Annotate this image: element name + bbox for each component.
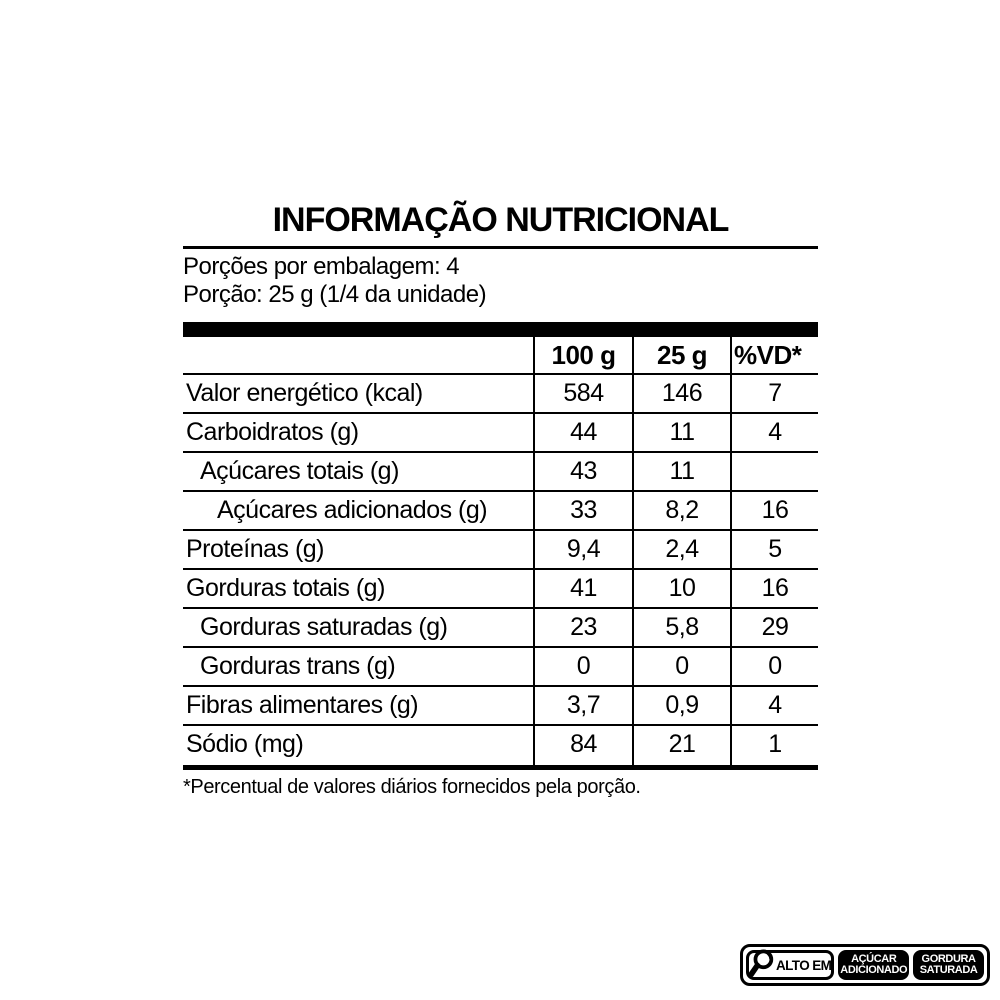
header-blank-cell: [183, 337, 533, 373]
high-in-warning-badge: ALTO EM AÇÚCAR ADICIONADO GORDURA SATURA…: [740, 944, 990, 986]
row-value-per25: 146: [632, 375, 730, 412]
row-value-per100: 43: [533, 453, 632, 490]
row-value-per25: 0,9: [632, 687, 730, 724]
table-row: Açúcares totais (g) 43 11: [183, 453, 818, 492]
serving-info: Porções por embalagem: 4 Porção: 25 g (1…: [183, 253, 818, 309]
row-value-per100: 584: [533, 375, 632, 412]
header-col-25g: 25 g: [632, 337, 730, 373]
table-row: Açúcares adicionados (g) 33 8,2 16: [183, 492, 818, 531]
table-header-row: 100 g 25 g %VD*: [183, 337, 818, 375]
table-row: Gorduras totais (g) 41 10 16: [183, 570, 818, 609]
title-divider: [183, 246, 818, 249]
alto-em-pill: ALTO EM: [746, 949, 835, 980]
row-value-vd: [730, 453, 818, 490]
row-label: Fibras alimentares (g): [186, 691, 419, 719]
row-value-vd: 5: [730, 531, 818, 568]
table-bottom-bar: [183, 765, 818, 770]
alto-em-label: ALTO EM: [776, 957, 832, 973]
table-row: Gorduras trans (g) 0 0 0: [183, 648, 818, 687]
warning-line: ADICIONADO: [840, 964, 908, 976]
row-value-per100: 23: [533, 609, 632, 646]
row-value-per100: 3,7: [533, 687, 632, 724]
row-value-vd: 0: [730, 648, 818, 685]
row-label: Açúcares totais (g): [200, 457, 399, 485]
row-value-per100: 0: [533, 648, 632, 685]
row-label: Valor energético (kcal): [186, 379, 423, 407]
row-value-per25: 0: [632, 648, 730, 685]
row-value-per25: 11: [632, 414, 730, 451]
footnote: *Percentual de valores diários fornecido…: [183, 776, 641, 798]
table-row: Proteínas (g) 9,4 2,4 5: [183, 531, 818, 570]
row-value-per100: 44: [533, 414, 632, 451]
row-label: Carboidratos (g): [186, 418, 359, 446]
row-label: Açúcares adicionados (g): [217, 496, 488, 524]
row-value-per100: 41: [533, 570, 632, 607]
row-label: Sódio (mg): [186, 730, 304, 758]
nutrition-rows: Valor energético (kcal) 584 146 7 Carboidrat…: [183, 375, 818, 765]
row-value-per100: 33: [533, 492, 632, 529]
row-value-per100: 84: [533, 726, 632, 765]
row-value-vd: 7: [730, 375, 818, 412]
nutrition-table: 100 g 25 g %VD* Valor energético (kcal) 5…: [183, 337, 818, 765]
page-title: INFORMAÇÃO NUTRICIONAL: [272, 201, 730, 239]
row-value-vd: 4: [730, 414, 818, 451]
nutrition-label: INFORMAÇÃO NUTRICIONAL Porções por embal…: [183, 200, 818, 799]
row-value-per25: 2,4: [632, 531, 730, 568]
row-value-per25: 5,8: [632, 609, 730, 646]
row-label: Gorduras saturadas (g): [200, 613, 448, 641]
table-row: Gorduras saturadas (g) 23 5,8 29: [183, 609, 818, 648]
row-label: Gorduras totais (g): [186, 574, 385, 602]
warning-gordura-saturada: GORDURA SATURADA: [913, 950, 984, 980]
row-value-per25: 11: [632, 453, 730, 490]
row-label: Gorduras trans (g): [200, 652, 396, 680]
row-value-per25: 8,2: [632, 492, 730, 529]
row-value-per25: 10: [632, 570, 730, 607]
servings-per-package: Porções por embalagem: 4: [183, 253, 460, 280]
row-value-vd: 16: [730, 570, 818, 607]
table-row: Carboidratos (g) 44 11 4: [183, 414, 818, 453]
warning-line: GORDURA: [921, 952, 976, 965]
warning-line: AÇÚCAR: [851, 952, 897, 965]
warning-line: SATURADA: [919, 964, 978, 976]
header-col-100g: 100 g: [533, 337, 632, 373]
table-top-bar: [183, 322, 818, 337]
table-row: Sódio (mg) 84 21 1: [183, 726, 818, 765]
header-col-vd: %VD*: [730, 337, 818, 373]
serving-size: Porção: 25 g (1/4 da unidade): [183, 281, 487, 308]
table-row: Valor energético (kcal) 584 146 7: [183, 375, 818, 414]
row-value-per100: 9,4: [533, 531, 632, 568]
row-value-vd: 29: [730, 609, 818, 646]
magnifier-icon: [748, 949, 774, 977]
warning-acucar-adicionado: AÇÚCAR ADICIONADO: [838, 950, 910, 980]
row-value-vd: 4: [730, 687, 818, 724]
row-value-per25: 21: [632, 726, 730, 765]
row-value-vd: 16: [730, 492, 818, 529]
row-value-vd: 1: [730, 726, 818, 765]
row-label: Proteínas (g): [186, 535, 325, 563]
table-row: Fibras alimentares (g) 3,7 0,9 4: [183, 687, 818, 726]
